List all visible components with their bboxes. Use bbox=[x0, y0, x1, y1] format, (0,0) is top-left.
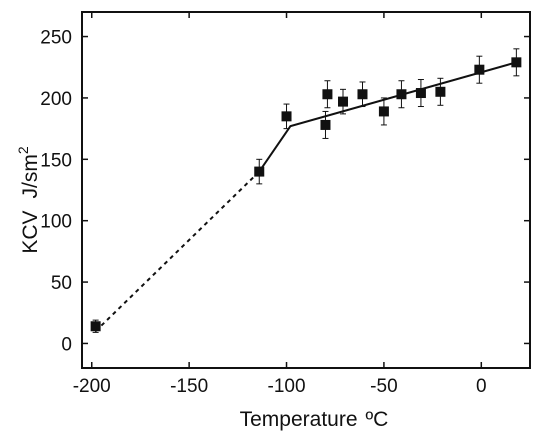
y-tick-label: 150 bbox=[40, 150, 72, 171]
x-tick-label: -100 bbox=[268, 376, 306, 397]
data-point bbox=[320, 110, 331, 139]
square-marker bbox=[396, 89, 407, 100]
square-marker bbox=[415, 88, 426, 99]
y-tick-label: 50 bbox=[51, 273, 72, 294]
x-axis-ticks: -200 -150 -100 -50 0 bbox=[73, 12, 487, 397]
fit-lines bbox=[94, 61, 517, 332]
square-marker bbox=[435, 86, 446, 97]
data-point bbox=[435, 77, 446, 106]
data-point bbox=[254, 158, 265, 185]
data-points bbox=[90, 48, 522, 333]
y-tick-label: 250 bbox=[40, 28, 72, 49]
data-point bbox=[357, 81, 368, 108]
x-tick-label: 0 bbox=[476, 376, 487, 397]
square-marker bbox=[378, 106, 389, 117]
y-axis-ticks: 0 50 100 150 200 250 bbox=[40, 28, 530, 355]
square-marker bbox=[254, 166, 265, 177]
square-marker bbox=[281, 111, 292, 122]
data-point bbox=[281, 103, 292, 130]
data-point bbox=[511, 48, 522, 77]
y-axis-label: KCVJ/sm2 bbox=[15, 146, 42, 254]
square-marker bbox=[90, 321, 101, 332]
data-point bbox=[90, 319, 101, 333]
fit-line-dashed bbox=[94, 170, 260, 332]
square-marker bbox=[511, 57, 522, 68]
data-point bbox=[396, 80, 407, 109]
fit-line-solid bbox=[258, 61, 517, 173]
x-axis-label: Temperature ºC bbox=[240, 408, 389, 431]
y-tick-label: 100 bbox=[40, 212, 72, 233]
y-tick-label: 200 bbox=[40, 89, 72, 110]
square-marker bbox=[320, 119, 331, 130]
y-tick-label: 0 bbox=[61, 334, 72, 355]
square-marker bbox=[338, 96, 349, 107]
square-marker bbox=[357, 89, 368, 100]
data-point bbox=[474, 55, 485, 84]
data-point bbox=[378, 97, 389, 126]
square-marker bbox=[322, 89, 333, 100]
x-tick-label: -150 bbox=[170, 376, 208, 397]
data-point bbox=[322, 80, 333, 109]
data-point bbox=[338, 88, 349, 115]
x-tick-label: -50 bbox=[370, 376, 397, 397]
plot-frame bbox=[81, 11, 531, 369]
plot-frame-layer bbox=[81, 11, 531, 369]
square-marker bbox=[474, 64, 485, 75]
data-point bbox=[415, 79, 426, 108]
x-tick-label: -200 bbox=[73, 376, 111, 397]
